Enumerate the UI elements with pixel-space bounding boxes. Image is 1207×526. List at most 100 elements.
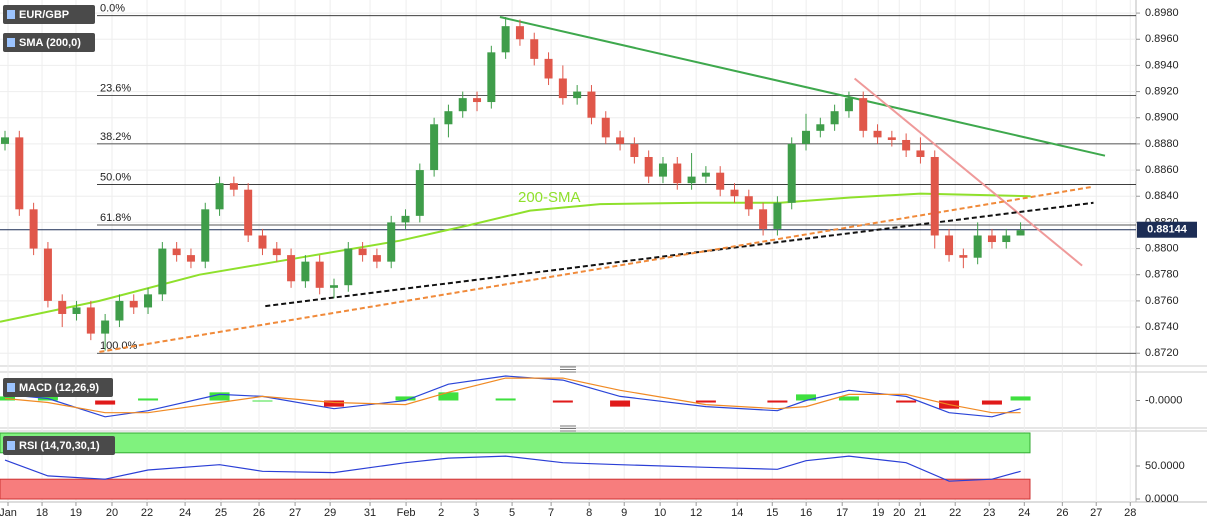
macd-histogram-bar: [838, 396, 859, 401]
candle-body: [201, 209, 210, 262]
candle-body: [658, 163, 667, 177]
macd-histogram-bar: [1010, 396, 1031, 401]
y-tick-label: 0.8760: [1145, 295, 1179, 307]
candle-body: [601, 117, 610, 138]
y-tick-label: 0.8960: [1145, 33, 1179, 45]
trend-line: [265, 201, 1094, 308]
x-tick-label: 9: [621, 507, 627, 519]
x-tick-label: 17: [836, 507, 848, 519]
candle-body: [43, 248, 52, 301]
candle-body: [458, 98, 467, 112]
candle-body: [701, 172, 710, 177]
x-tick-label: Jan: [0, 507, 17, 519]
candle-body: [101, 320, 110, 334]
sma-line: [0, 192, 1031, 323]
candle-body: [172, 248, 181, 256]
macd-histogram-bar: [395, 396, 416, 401]
y-tick-label: 0.8940: [1145, 59, 1179, 71]
candle-body: [573, 91, 582, 99]
symbol-label-icon: [7, 10, 15, 19]
macd-histogram-bar: [552, 400, 573, 403]
trend-line: [853, 77, 1083, 267]
y-tick-label: 0.8920: [1145, 85, 1179, 97]
candle-body: [945, 235, 954, 256]
x-tick-label: 19: [70, 507, 82, 519]
candle-body: [916, 150, 925, 157]
candle-body: [558, 78, 567, 99]
candle-body: [744, 196, 753, 210]
last-price-box: [1137, 221, 1197, 238]
candle-body: [72, 307, 81, 314]
fib-label: 38.2%: [100, 131, 131, 143]
x-tick-label: 27: [1090, 507, 1102, 519]
macd-histogram-bar: [610, 400, 631, 407]
fib-label: 23.6%: [100, 82, 131, 94]
candle-body: [244, 189, 253, 236]
candle-body: [1002, 235, 1011, 243]
y-tick-label: 50.0000: [1145, 460, 1185, 472]
candle-body: [587, 91, 596, 118]
candle-body: [144, 294, 153, 308]
candle-body: [987, 235, 996, 243]
candle-body: [29, 209, 38, 249]
candle-body: [830, 111, 839, 125]
candle-body: [616, 137, 625, 144]
candle-body: [716, 172, 725, 190]
y-tick-label: 0.8980: [1145, 7, 1179, 19]
candle-body: [58, 300, 67, 314]
candle-body: [544, 58, 553, 79]
candle-body: [444, 111, 453, 125]
candle-body: [1016, 230, 1025, 236]
candle-body: [802, 130, 811, 144]
x-tick-label: 15: [766, 507, 778, 519]
candle-body: [473, 98, 482, 103]
candle-body: [487, 52, 496, 103]
indicator-label-box: [3, 33, 95, 52]
fib-label: 61.8%: [100, 212, 131, 224]
trend-line: [499, 16, 1106, 157]
candle-body: [287, 255, 296, 282]
x-tick-label: 29: [324, 507, 336, 519]
x-tick-label: 28: [1124, 507, 1136, 519]
candle-body: [902, 139, 911, 151]
x-tick-label: 24: [179, 507, 191, 519]
candle-body: [372, 255, 381, 262]
rsi-title-box: [3, 436, 115, 455]
candle-body: [158, 248, 167, 295]
macd-histogram-bar: [981, 400, 1002, 405]
candle-body: [773, 202, 782, 229]
macd-histogram-bar: [495, 398, 516, 401]
candle-body: [272, 248, 281, 256]
macd-histogram-bar: [95, 400, 116, 405]
candle-body: [859, 98, 868, 131]
x-tick-label: 22: [949, 507, 961, 519]
candle-body: [401, 215, 410, 223]
y-tick-label: 0.8880: [1145, 138, 1179, 150]
signal-line: [4, 377, 1021, 414]
candle-body: [344, 248, 353, 286]
candle-body: [129, 300, 138, 308]
x-tick-label: 23: [983, 507, 995, 519]
candle-body: [115, 300, 124, 321]
x-tick-label: 2: [438, 507, 444, 519]
overbought-band: [0, 432, 1031, 454]
x-tick-label: 25: [215, 507, 227, 519]
rsi-line: [4, 455, 1021, 482]
x-tick-label: 10: [654, 507, 666, 519]
macd-histogram-bar: [209, 392, 230, 401]
symbol-label-box: [3, 5, 95, 24]
candle-body: [844, 98, 853, 112]
candle-body: [673, 163, 682, 184]
candle-body: [759, 209, 768, 229]
macd-histogram-bar: [138, 398, 159, 401]
x-tick-label: 20: [106, 507, 118, 519]
candle-body: [787, 143, 796, 203]
candle-body: [515, 26, 524, 40]
candle-body: [358, 248, 367, 256]
y-tick-label: 0.0000: [1145, 493, 1179, 505]
fib-label: 50.0%: [100, 171, 131, 183]
x-tick-label: 31: [364, 507, 376, 519]
resize-handle[interactable]: [560, 366, 576, 432]
x-tick-label: 12: [690, 507, 702, 519]
macd-histogram-bar: [252, 400, 273, 402]
